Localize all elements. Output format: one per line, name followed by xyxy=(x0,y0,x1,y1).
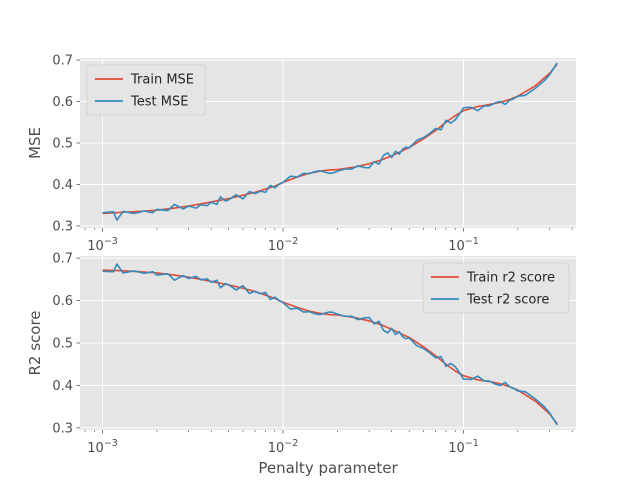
series-line-1 xyxy=(102,63,558,215)
legend-label: Test r2 score xyxy=(466,293,549,308)
chart-2: 0.3 0.4 0.5 0.6 0.7 10−3 10−2 10−1 R2 score Penal… xyxy=(26,252,576,477)
series-line-2 xyxy=(102,62,558,221)
legend: Train r2 score Test r2 score xyxy=(422,262,570,314)
y-tick-label: 0.7 xyxy=(52,252,73,267)
series-line-2 xyxy=(102,263,558,426)
y-tick-label: 0.7 xyxy=(52,54,73,69)
y-tick-label: 0.3 xyxy=(52,421,73,436)
y-axis-label: R2 score xyxy=(26,310,44,375)
x-tick-label: 10−2 xyxy=(268,438,299,456)
x-axis-label: Penalty parameter xyxy=(258,459,398,477)
y-tick-label: 0.6 xyxy=(52,95,73,110)
legend: Train MSE Test MSE xyxy=(86,64,206,116)
y-tick-label: 0.5 xyxy=(52,337,73,352)
x-tick-label: 10−3 xyxy=(87,236,118,254)
y-tick-label: 0.3 xyxy=(52,219,73,234)
legend-box xyxy=(422,262,570,314)
x-tick-label: 10−2 xyxy=(268,236,299,254)
legend-box xyxy=(86,64,206,116)
x-tick-label: 10−3 xyxy=(87,438,118,456)
legend-label: Train r2 score xyxy=(466,271,555,286)
y-tick-label: 0.4 xyxy=(52,379,73,394)
x-tick-label: 10−1 xyxy=(448,438,479,456)
legend-label: Test MSE xyxy=(130,95,188,110)
y-axis-label: MSE xyxy=(26,127,44,159)
x-tick-label: 10−1 xyxy=(448,236,479,254)
legend-label: Train MSE xyxy=(130,73,194,88)
y-tick-label: 0.5 xyxy=(52,137,73,152)
y-tick-label: 0.6 xyxy=(52,294,73,309)
y-tick-label: 0.4 xyxy=(52,178,73,193)
